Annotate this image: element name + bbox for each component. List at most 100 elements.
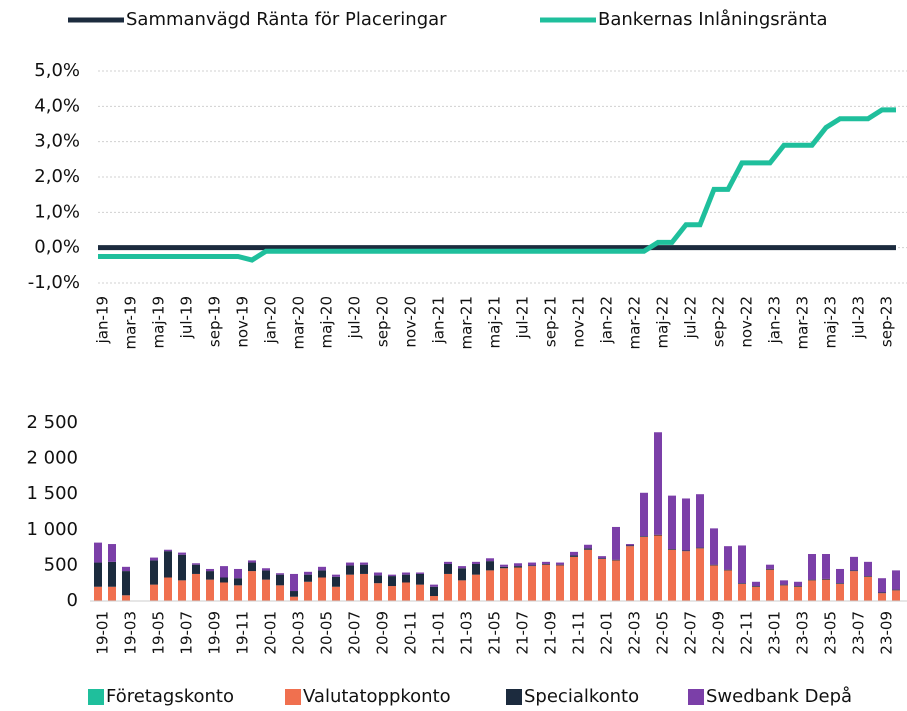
bar-segment [836, 583, 844, 584]
bar-segment [360, 562, 368, 565]
y-tick-label: 0,0% [34, 237, 80, 258]
x-tick-label: jul-20 [346, 296, 364, 339]
x-tick-label: jan-20 [262, 296, 280, 344]
bar-segment [682, 550, 690, 552]
bar-segment [388, 576, 396, 587]
bar-segment [430, 584, 438, 587]
bar-segment [360, 573, 368, 601]
bar-segment [878, 578, 886, 593]
bar-segment [332, 576, 340, 587]
bar-segment [304, 581, 312, 601]
x-tick-label: 19-01 [94, 611, 112, 655]
x-tick-label: jan-21 [430, 296, 448, 344]
x-tick-label: sep-23 [878, 296, 896, 347]
bar-segment [864, 561, 872, 577]
bar-segment [248, 571, 256, 601]
x-tick-label: 21-07 [514, 611, 532, 655]
legend-swatch [88, 689, 104, 705]
bar-segment [766, 568, 774, 570]
bar-segment [374, 583, 382, 601]
bar-segment [346, 562, 354, 566]
bar-segment [598, 556, 606, 559]
bar-segment [374, 575, 382, 584]
x-tick-label: sep-22 [710, 296, 728, 347]
legend-label: Företagskonto [106, 686, 234, 707]
bar-segment [598, 558, 606, 601]
x-tick-label: 23-03 [794, 611, 812, 655]
bar-segment [304, 571, 312, 575]
bar-segment [192, 564, 200, 574]
bar-segment [584, 544, 592, 549]
bar-segment [640, 536, 648, 537]
x-tick-label: 20-03 [290, 611, 308, 655]
x-tick-label: mar-21 [458, 296, 476, 350]
bar-segment [626, 545, 634, 547]
bar-segment [360, 564, 368, 574]
bar-segment [192, 573, 200, 601]
bar-segment [738, 583, 746, 601]
x-tick-label: 21-05 [486, 611, 504, 655]
bar-segment [472, 563, 480, 575]
x-tick-label: maj-19 [150, 296, 168, 348]
bar-segment [220, 577, 228, 583]
x-tick-label: 23-01 [766, 611, 784, 655]
y-tick-label: 2 000 [26, 448, 78, 469]
bar-segment [710, 565, 718, 601]
bar-segment [668, 549, 676, 601]
legend-label: Sammanvägd Ränta för Placeringar [126, 9, 447, 30]
legend-swatch [285, 689, 301, 705]
x-tick-label: 19-05 [150, 611, 168, 655]
bar-segment [668, 495, 676, 550]
bar-segment [542, 561, 550, 564]
x-tick-label: 22-11 [738, 611, 756, 655]
bar-segment [178, 580, 186, 601]
bar-segment [668, 549, 676, 550]
legend-label: Specialkonto [524, 686, 639, 707]
bar-segment [780, 584, 788, 586]
x-tick-label: maj-20 [318, 296, 336, 348]
bar-segment [290, 591, 298, 597]
bar-segment [738, 583, 746, 584]
bar-segment [472, 561, 480, 564]
bar-segment [234, 568, 242, 579]
x-tick-label: maj-21 [486, 296, 504, 348]
bar-segment [542, 564, 550, 601]
y-tick-label: 2,0% [34, 166, 80, 187]
bar-segment [892, 590, 900, 601]
x-tick-label: 22-05 [654, 611, 672, 655]
bar-segment [94, 562, 102, 587]
bar-segment [626, 544, 634, 546]
bar-segment [486, 561, 494, 571]
bar-segment [416, 573, 424, 585]
y-tick-label: 0 [67, 590, 78, 611]
bar-segment [710, 564, 718, 566]
bar-segment [206, 568, 214, 572]
bar-segment [276, 585, 284, 601]
bar-segment [416, 584, 424, 601]
x-tick-label: 23-05 [822, 611, 840, 655]
bar-segment [108, 586, 116, 601]
bar-segment [682, 551, 690, 601]
bar-segment [514, 563, 522, 567]
bar-segment [822, 579, 830, 601]
y-tick-label: 3,0% [34, 131, 80, 152]
bar-segment [556, 564, 564, 566]
bar-segment [654, 432, 662, 535]
bar-segment [290, 573, 298, 592]
bar-segment [794, 581, 802, 587]
bar-segment [108, 544, 116, 562]
bar-segment [570, 555, 578, 557]
bar-segment [766, 564, 774, 569]
legend-swatch [506, 689, 522, 705]
legend-label: Swedbank Depå [706, 686, 852, 707]
bar-segment [458, 568, 466, 581]
bar-segment [528, 562, 536, 566]
bar-segment [556, 565, 564, 601]
x-tick-label: nov-22 [738, 296, 756, 348]
bar-segment [388, 574, 396, 577]
bar-segment [864, 576, 872, 577]
bar-segment [752, 586, 760, 587]
bar-segment [738, 545, 746, 584]
bar-segment [626, 546, 634, 601]
y-tick-label: -1,0% [28, 272, 80, 293]
